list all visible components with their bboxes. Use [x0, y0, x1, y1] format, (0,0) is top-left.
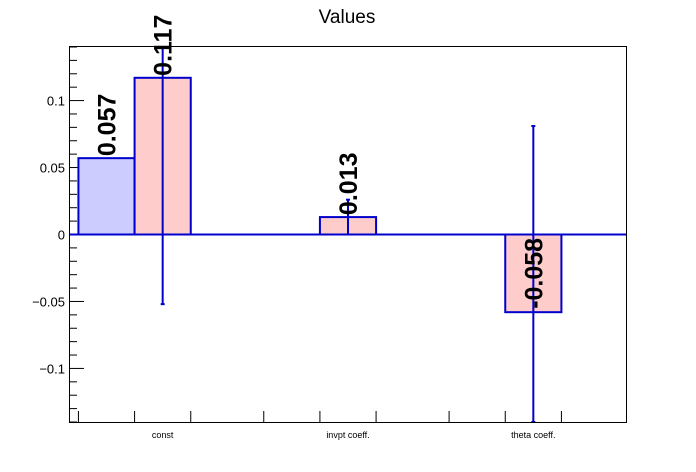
data-label: 0.117 [150, 15, 178, 76]
y-tick-label: −0.05 [32, 294, 65, 309]
y-tick-label: 0 [58, 228, 65, 243]
x-tick-label: const [152, 430, 174, 440]
x-tick-label: theta coeff. [511, 430, 555, 440]
chart-title: Values [319, 7, 376, 28]
x-tick-label: invpt coeff. [326, 430, 369, 440]
data-label: -0.058 [520, 238, 548, 309]
y-tick-label: 0.05 [40, 161, 65, 176]
data-label: 0.057 [94, 94, 122, 157]
plot-frame [69, 46, 627, 423]
data-label: 0.013 [335, 153, 363, 216]
y-tick-label: 0.1 [47, 94, 65, 109]
bar [77, 157, 136, 236]
y-tick-label: −0.1 [39, 361, 65, 376]
